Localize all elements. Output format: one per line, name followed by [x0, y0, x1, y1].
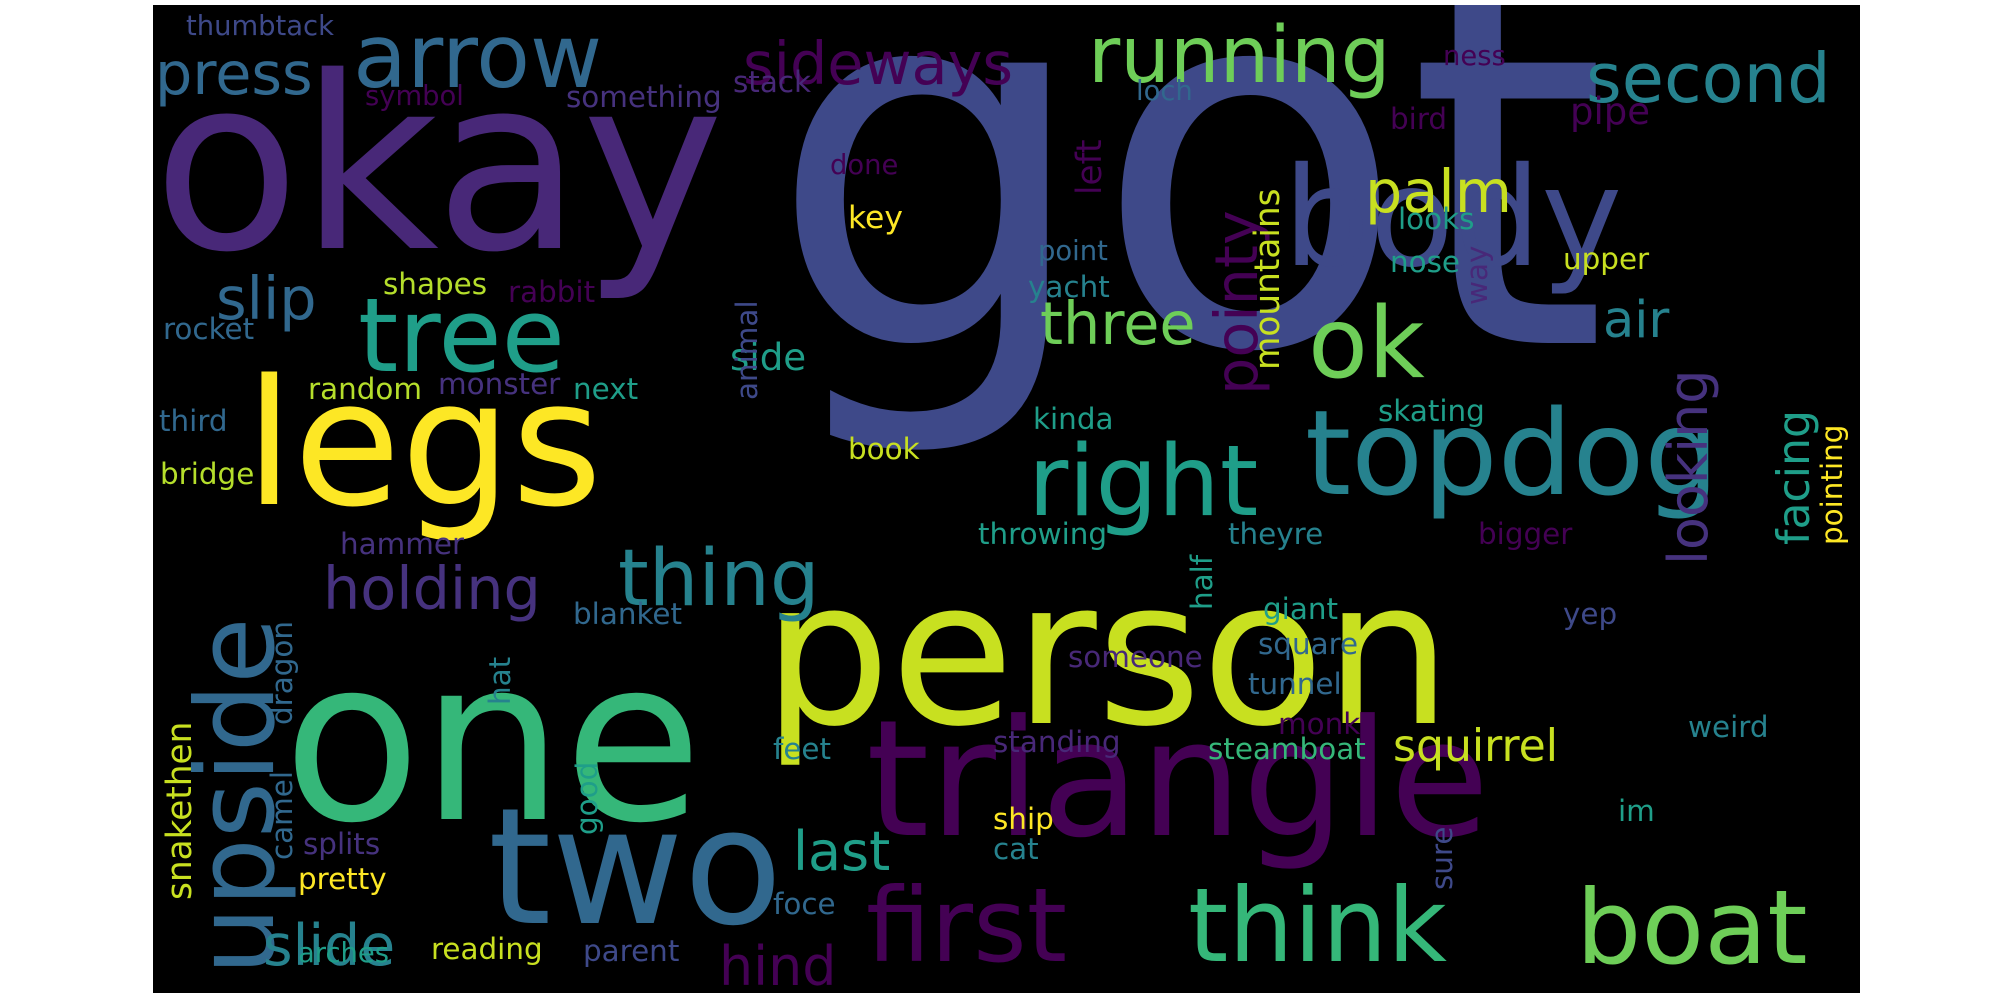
- word-slide: slide: [263, 913, 396, 979]
- word-nose: nose: [1390, 245, 1461, 279]
- word-third: third: [159, 404, 228, 438]
- word-right: right: [1028, 425, 1259, 539]
- word-squirrel: squirrel: [1393, 721, 1559, 772]
- word-random: random: [308, 372, 422, 406]
- word-splits: splits: [303, 827, 381, 861]
- word-thing: thing: [618, 533, 820, 624]
- word-yacht: yacht: [1028, 270, 1110, 304]
- word-hind: hind: [719, 935, 837, 993]
- word-monk: monk: [1278, 707, 1361, 741]
- word-book: book: [848, 432, 920, 466]
- word-okay: okay: [153, 25, 724, 305]
- word-boat: boat: [1576, 868, 1808, 988]
- word-dragon: dragon: [265, 620, 299, 725]
- word-looking: looking: [1657, 369, 1720, 565]
- word-facing: facing: [1769, 410, 1820, 545]
- word-sure: sure: [1425, 826, 1459, 890]
- word-running: running: [1088, 10, 1391, 101]
- word-reading: reading: [431, 932, 543, 966]
- word-side: side: [730, 335, 807, 379]
- word-something: something: [566, 80, 722, 114]
- word-upper: upper: [1563, 242, 1650, 276]
- word-point: point: [1038, 236, 1108, 267]
- word-last: last: [793, 820, 891, 883]
- word-skating: skating: [1378, 394, 1485, 428]
- word-one: one: [283, 611, 703, 873]
- word-air: air: [1603, 291, 1670, 350]
- word-square: square: [1258, 627, 1359, 661]
- word-half: half: [1185, 554, 1219, 610]
- word-holding: holding: [323, 554, 541, 623]
- word-theyre: theyre: [1228, 517, 1324, 551]
- word-way: way: [1460, 245, 1494, 305]
- word-someone: someone: [1068, 640, 1203, 674]
- word-next: next: [573, 372, 639, 406]
- word-key: key: [848, 200, 903, 236]
- word-weird: weird: [1688, 710, 1769, 744]
- word-got: got: [768, 5, 1608, 464]
- word-two: two: [488, 774, 783, 962]
- word-blanket: blanket: [573, 597, 683, 631]
- word-throwing: throwing: [978, 517, 1108, 551]
- word-yep: yep: [1563, 597, 1618, 631]
- word-giant: giant: [1263, 592, 1338, 626]
- word-arrow: arrow: [353, 5, 603, 108]
- word-second: second: [1586, 39, 1831, 119]
- word-loch: loch: [1136, 76, 1193, 107]
- word-mountains: mountains: [1248, 188, 1288, 370]
- word-snakethen: snakethen: [160, 721, 200, 900]
- word-bigger: bigger: [1478, 517, 1573, 551]
- word-ok: ok: [1308, 287, 1425, 401]
- word-cloud: got okay person one triangle legs two arrow body…: [153, 5, 1860, 993]
- word-hammer: hammer: [340, 527, 465, 561]
- word-left: left: [1070, 139, 1110, 195]
- word-sideways: sideways: [743, 29, 1014, 98]
- word-hat: hat: [483, 656, 517, 705]
- word-think: think: [1188, 866, 1447, 986]
- word-pipe: pipe: [1570, 90, 1651, 133]
- word-steamboat: steamboat: [1208, 732, 1366, 766]
- word-pretty: pretty: [298, 862, 387, 896]
- word-triangle: triangle: [866, 686, 1490, 874]
- word-kinda: kinda: [1033, 402, 1114, 436]
- word-rabbit: rabbit: [508, 275, 596, 309]
- word-legs: legs: [245, 343, 603, 546]
- word-camel: camel: [265, 770, 299, 860]
- word-rocket: rocket: [163, 312, 255, 346]
- word-symbol: symbol: [365, 81, 464, 112]
- word-arches: arches: [298, 938, 389, 969]
- word-press: press: [155, 39, 313, 108]
- word-parent: parent: [583, 934, 680, 968]
- word-stack: stack: [733, 65, 812, 99]
- word-pointing: pointing: [1815, 424, 1849, 545]
- word-animal: animal: [730, 300, 764, 400]
- word-tree: tree: [358, 276, 565, 396]
- word-cat: cat: [993, 832, 1039, 866]
- word-bird: bird: [1390, 102, 1448, 136]
- word-three: three: [1040, 289, 1196, 358]
- word-first: first: [866, 866, 1068, 986]
- word-done: done: [830, 150, 899, 181]
- word-im: im: [1618, 794, 1655, 828]
- word-feet: feet: [773, 732, 832, 766]
- word-slip: slip: [216, 264, 317, 333]
- word-tunnel: tunnel: [1248, 667, 1342, 701]
- word-bridge: bridge: [160, 457, 255, 491]
- word-topdog: topdog: [1305, 385, 1719, 522]
- word-standing: standing: [993, 725, 1121, 759]
- word-ness: ness: [1443, 41, 1506, 72]
- word-body: body: [1283, 139, 1623, 298]
- word-foce: foce: [773, 887, 836, 921]
- word-ship: ship: [993, 802, 1054, 836]
- word-person: person: [763, 538, 1452, 771]
- word-palm: palm: [1365, 157, 1512, 226]
- word-thumbtack: thumbtack: [186, 11, 334, 42]
- word-monster: monster: [438, 367, 561, 401]
- word-good: good: [570, 761, 604, 835]
- word-looks: looks: [1398, 202, 1475, 236]
- word-shapes: shapes: [383, 267, 488, 301]
